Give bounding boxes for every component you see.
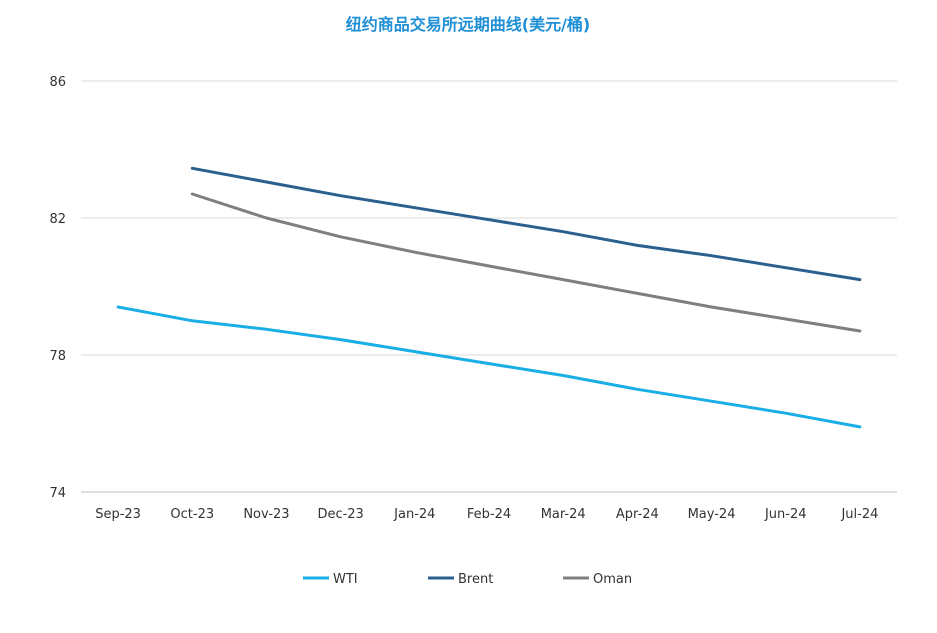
series-line-brent <box>190 166 862 282</box>
x-tick-label: Apr-24 <box>616 507 659 522</box>
x-tick-label: Feb-24 <box>467 507 511 522</box>
x-tick-label: Oct-23 <box>170 507 214 522</box>
legend-label-brent: Brent <box>458 572 493 587</box>
y-tick-label: 74 <box>49 486 66 501</box>
y-tick-label: 82 <box>49 212 66 227</box>
x-tick-label: Sep-23 <box>95 507 141 522</box>
series-line-oman <box>190 192 862 333</box>
legend-label-oman: Oman <box>593 572 632 587</box>
legend: WTI Brent Oman <box>303 572 632 587</box>
y-tick-label: 86 <box>49 75 66 90</box>
x-tick-label: Dec-23 <box>317 507 363 522</box>
x-axis-ticks: Sep-23 Oct-23 Nov-23 Dec-23 Jan-24 Feb-24 Mar-… <box>95 507 878 522</box>
x-tick-label: Jul-24 <box>840 507 878 522</box>
series-line-wti <box>116 305 862 429</box>
y-axis-ticks: 74 78 82 86 <box>49 75 66 501</box>
x-tick-label: Mar-24 <box>541 507 586 522</box>
x-tick-label: Jun-24 <box>764 507 807 522</box>
y-tick-label: 78 <box>49 349 66 364</box>
gridlines <box>81 80 897 493</box>
x-tick-label: Nov-23 <box>243 507 289 522</box>
x-tick-label: Jan-24 <box>393 507 435 522</box>
chart-title: 纽约商品交易所远期曲线(美元/桶) <box>346 15 590 34</box>
x-tick-label: May-24 <box>688 507 736 522</box>
series-lines <box>116 166 862 429</box>
legend-label-wti: WTI <box>333 572 358 587</box>
